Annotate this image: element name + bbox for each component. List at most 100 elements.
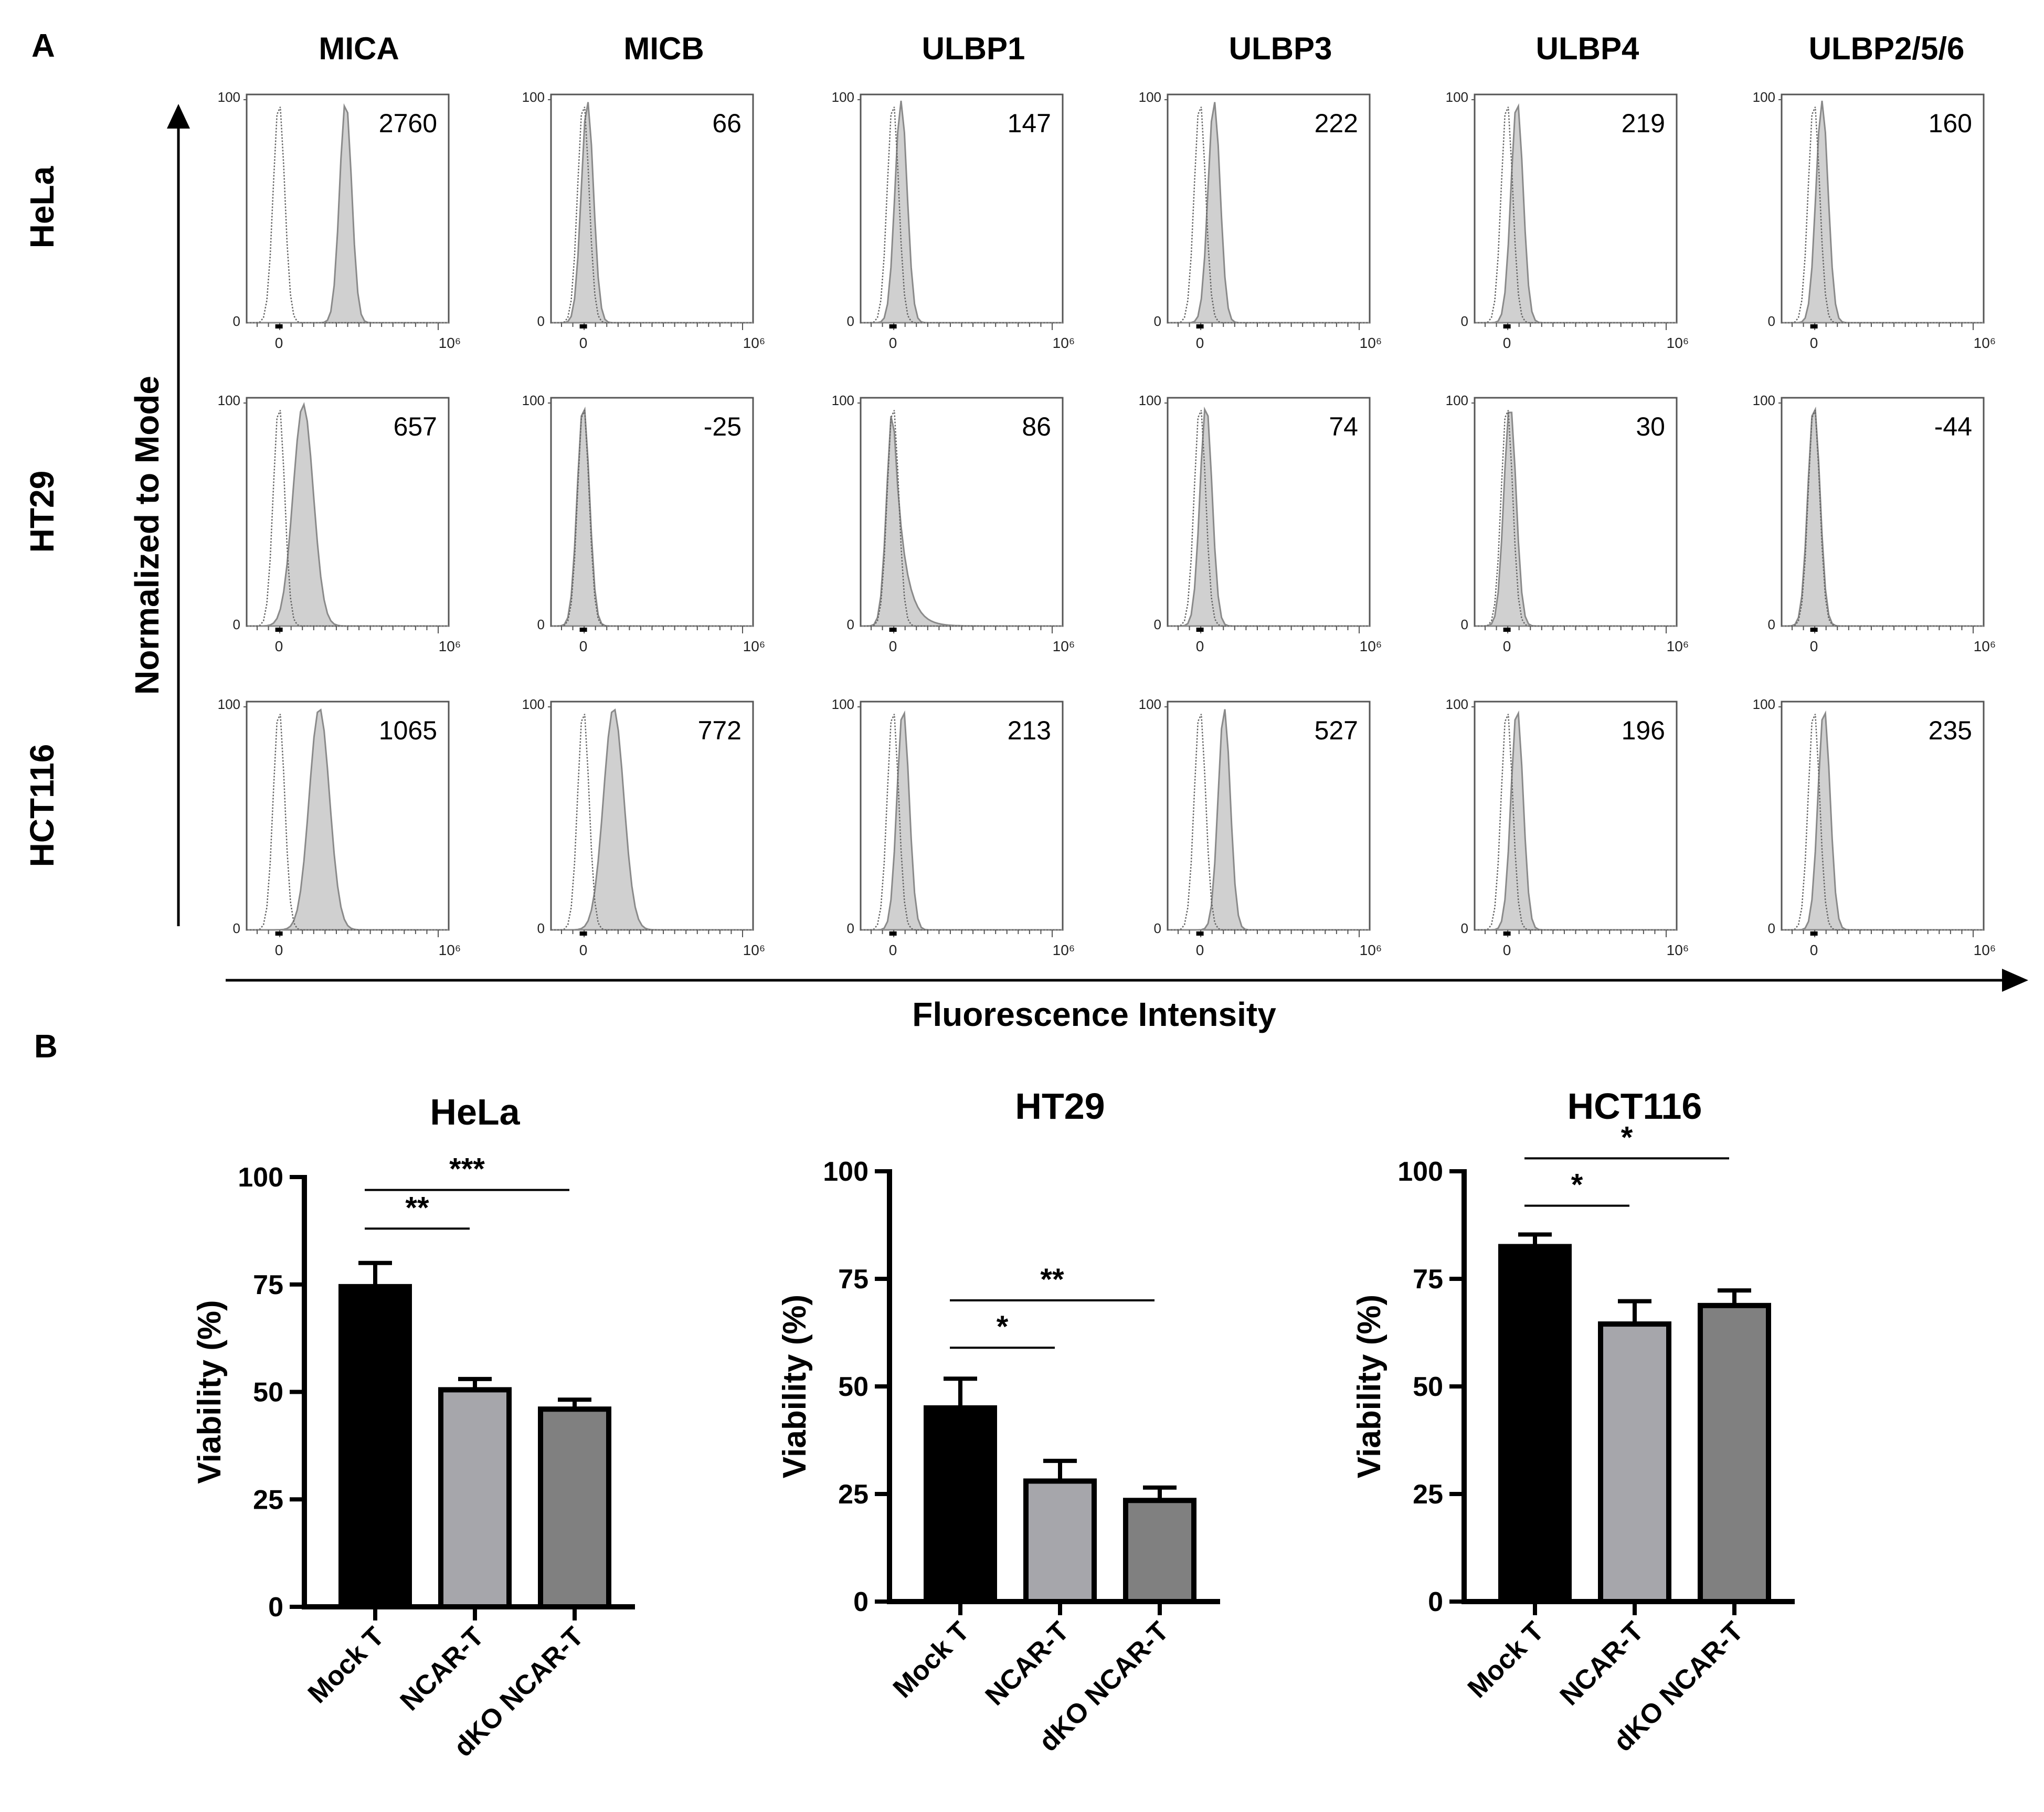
zero-marker [579, 324, 587, 329]
y-tick-label: 0 [1768, 920, 1775, 936]
y-tick-label: 50 [1413, 1372, 1443, 1402]
zero-marker [1196, 324, 1204, 329]
y-tick-label: 0 [847, 920, 854, 936]
y-tick-label: 0 [1428, 1587, 1443, 1617]
x-tick-label: 0 [579, 335, 588, 351]
zero-marker [579, 931, 587, 936]
panel-a-letter: A [31, 28, 55, 64]
histogram-plot: -25 100 0 0 10⁶ [522, 393, 766, 654]
y-axis-label: Viability (%) [192, 1300, 228, 1483]
zero-marker [1503, 628, 1511, 632]
y-tick-label: 100 [1397, 1157, 1443, 1187]
histogram-plot: -44 100 0 0 10⁶ [1753, 393, 1996, 654]
y-tick-label: 100 [522, 89, 545, 105]
y-tick-label: 0 [1461, 617, 1468, 632]
y-tick-label: 100 [1446, 696, 1468, 712]
row-label-ht29: HT29 [23, 471, 61, 553]
x-tick-label: 10⁶ [1667, 638, 1689, 654]
x-tick-label: NCAR-T [395, 1621, 490, 1716]
zero-marker [1196, 931, 1204, 936]
y-tick-label: 50 [838, 1372, 869, 1402]
y-tick-label: 100 [238, 1162, 283, 1193]
stained-histogram [247, 103, 449, 324]
histogram-plot: 196 100 0 0 10⁶ [1446, 696, 1689, 958]
histogram-plot: 2760 100 0 0 10⁶ [218, 89, 461, 351]
y-tick-label: 75 [838, 1264, 869, 1295]
y-tick-label: 100 [218, 696, 240, 712]
mfi-value: -25 [704, 412, 742, 441]
bar-chart-hct116: HCT116 Viability (%) 0 25 50 75 100 Mock T NCAR-… [1351, 1086, 1795, 1757]
stained-histogram [1782, 710, 1984, 931]
x-tick-label: Mock T [887, 1616, 976, 1704]
bar [438, 1387, 512, 1610]
mfi-value: 74 [1329, 412, 1358, 441]
y-tick-label: 0 [1768, 313, 1775, 329]
x-tick-label: 0 [889, 638, 897, 654]
zero-marker [889, 628, 897, 632]
histogram-plot: 66 100 0 0 10⁶ [522, 89, 766, 351]
zero-marker [275, 324, 283, 329]
x-tick-label: 0 [1196, 335, 1204, 351]
x-tick-label: 0 [275, 942, 283, 958]
histogram-plot: 160 100 0 0 10⁶ [1753, 89, 1996, 351]
x-tick-label: Mock T [1462, 1616, 1550, 1704]
isotype-histogram [247, 410, 449, 627]
x-tick-label: 10⁶ [1360, 335, 1382, 351]
mfi-value: -44 [1934, 412, 1972, 441]
isotype-histogram [247, 714, 449, 931]
y-tick-label: 0 [1768, 617, 1775, 632]
row-label-hela: HeLa [23, 166, 61, 248]
x-tick-label: 0 [1503, 638, 1511, 654]
stained-histogram [1475, 103, 1677, 324]
y-tick-label: 100 [832, 393, 854, 408]
zero-marker [275, 931, 283, 936]
bar [538, 1406, 611, 1609]
y-tick-label: 0 [1461, 920, 1468, 936]
marker-label: MICA [319, 31, 399, 66]
marker-label: ULBP3 [1229, 31, 1332, 66]
x-tick-label: NCAR-T [1554, 1616, 1650, 1711]
y-tick-label: 0 [1154, 313, 1161, 329]
y-tick-label: 100 [1139, 696, 1161, 712]
x-axis-title: Fluorescence Intensity [912, 995, 1276, 1033]
mfi-value: 235 [1929, 716, 1972, 745]
bar [1023, 1478, 1097, 1604]
chart-title: HCT116 [1568, 1086, 1702, 1127]
x-tick-label: 10⁶ [1053, 942, 1075, 958]
x-tick-label: 10⁶ [743, 335, 766, 351]
zero-marker [1810, 324, 1818, 329]
x-tick-label: 10⁶ [743, 638, 766, 654]
y-axis-title: Normalized to Mode [128, 376, 166, 695]
histogram-plot: 235 100 0 0 10⁶ [1753, 696, 1996, 958]
x-tick-label: 0 [1810, 638, 1818, 654]
x-tick-label: 10⁶ [1360, 942, 1382, 958]
bar [1598, 1321, 1671, 1605]
chart-title: HeLa [430, 1092, 520, 1132]
zero-marker [275, 628, 283, 632]
histogram-plot: 213 100 0 0 10⁶ [832, 696, 1075, 958]
significance-label: * [997, 1310, 1009, 1344]
marker-label: ULBP2/5/6 [1809, 31, 1965, 66]
y-axis-label: Viability (%) [777, 1295, 813, 1478]
histogram-plot: 527 100 0 0 10⁶ [1139, 696, 1382, 958]
y-tick-label: 100 [823, 1157, 869, 1187]
zero-marker [1196, 628, 1204, 632]
y-tick-label: 50 [253, 1377, 283, 1408]
zero-marker [889, 931, 897, 936]
x-tick-label: 10⁶ [1974, 335, 1996, 351]
isotype-histogram [551, 714, 753, 931]
mfi-value: 1065 [379, 716, 437, 745]
mfi-value: 86 [1022, 412, 1051, 441]
bar [1698, 1302, 1771, 1605]
mfi-value: 160 [1929, 109, 1972, 138]
bar [924, 1405, 997, 1604]
x-tick-label: 10⁶ [439, 638, 461, 654]
bar [1498, 1244, 1572, 1604]
y-tick-label: 0 [268, 1592, 283, 1623]
x-tick-label: 0 [579, 638, 588, 654]
marker-label: ULBP1 [922, 31, 1025, 66]
zero-marker [889, 324, 897, 329]
marker-label: ULBP4 [1536, 31, 1639, 66]
